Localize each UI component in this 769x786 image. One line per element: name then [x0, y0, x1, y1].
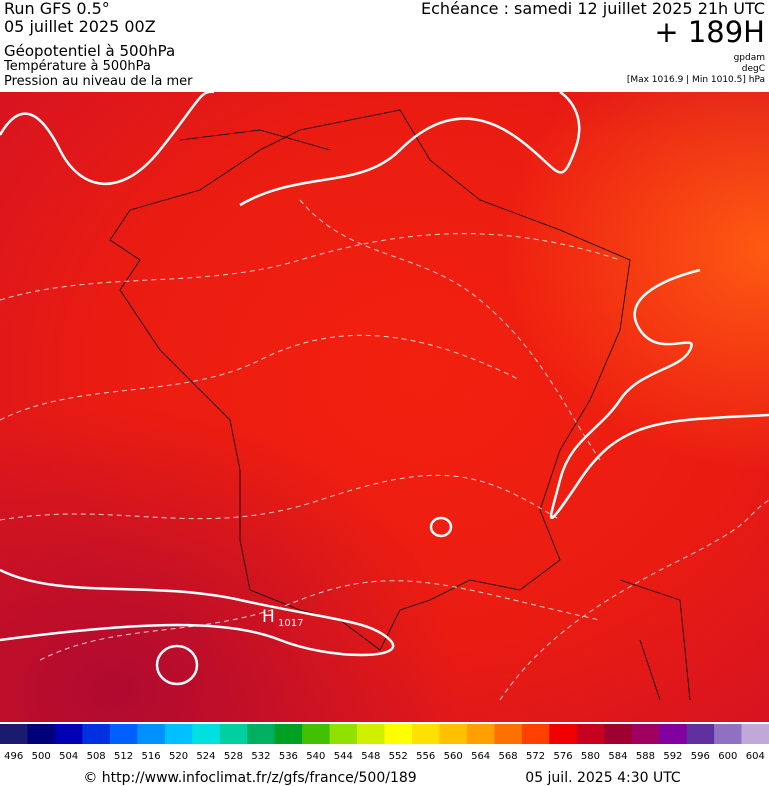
colorbar: 496 500 504 508 512 516 520 524 528 532 536 540 544 5…	[0, 724, 769, 762]
map-title: Géopotentiel à 500hPa	[4, 42, 175, 60]
map-area: H 1017	[0, 90, 769, 722]
legend-swatch	[549, 724, 578, 744]
legend-swatch	[82, 724, 111, 744]
legend-swatch	[521, 724, 550, 744]
legend-label: 604	[746, 751, 765, 762]
high-pressure-value: 1017	[278, 618, 303, 629]
legend-label: 500	[32, 751, 51, 762]
legend-label: 532	[251, 751, 270, 762]
legend-label: 568	[499, 751, 518, 762]
legend-swatch	[659, 724, 688, 744]
issue-time: 05 juil. 2025 4:30 UTC	[525, 770, 681, 786]
forecast-time: Echéance : samedi 12 juillet 2025 21h UT…	[421, 0, 765, 18]
legend-label: 600	[718, 751, 737, 762]
legend-label: 540	[306, 751, 325, 762]
legend-label: 536	[279, 751, 298, 762]
legend-swatch	[631, 724, 660, 744]
legend-swatch	[274, 724, 303, 744]
legend-label: 528	[224, 751, 243, 762]
map-subtitle: Température à 500hPa	[3, 59, 151, 74]
temperature-isolines	[0, 199, 769, 701]
legend-label: 516	[142, 751, 161, 762]
source-url: © http://www.infoclimat.fr/z/gfs/france/…	[83, 770, 416, 786]
map-shade	[0, 92, 769, 722]
legend-label: 544	[334, 751, 353, 762]
pressure-isobars	[0, 90, 769, 686]
legend-label: 548	[361, 751, 380, 762]
legend-label: 560	[444, 751, 463, 762]
legend-swatch	[219, 724, 248, 744]
pressure-range: [Max 1016.9 | Min 1010.5] hPa	[627, 75, 765, 85]
run-date: 05 juillet 2025 00Z	[4, 17, 156, 36]
legend-swatch	[714, 724, 743, 744]
legend-label: 580	[581, 751, 600, 762]
legend-swatch	[192, 724, 221, 744]
legend-label: 504	[59, 751, 78, 762]
legend-label: 592	[663, 751, 682, 762]
legend-swatch	[604, 724, 633, 744]
coastline	[179, 129, 691, 701]
legend-swatch	[329, 724, 358, 744]
legend-label: 508	[87, 751, 106, 762]
unit-label: degC	[742, 64, 765, 74]
legend-swatch	[0, 724, 28, 744]
legend-label: 588	[636, 751, 655, 762]
legend-swatch	[741, 724, 769, 744]
legend-label: 556	[416, 751, 435, 762]
legend-swatch	[302, 724, 331, 744]
map-subtitle: Pression au niveau de la mer	[4, 74, 193, 89]
legend-swatch	[109, 724, 138, 744]
legend-swatch	[384, 724, 413, 744]
legend-label: 552	[389, 751, 408, 762]
legend-swatch	[164, 724, 193, 744]
legend-swatch	[247, 724, 276, 744]
legend-label: 596	[691, 751, 710, 762]
legend-swatch	[137, 724, 166, 744]
legend-label: 564	[471, 751, 490, 762]
legend-label: 584	[608, 751, 627, 762]
legend-swatch	[411, 724, 440, 744]
legend-label: 496	[4, 751, 23, 762]
legend-label: 524	[196, 751, 215, 762]
legend-label: 512	[114, 751, 133, 762]
legend-swatch	[27, 724, 56, 744]
legend-swatch	[686, 724, 715, 744]
legend-swatch	[466, 724, 495, 744]
legend-label: 520	[169, 751, 188, 762]
high-pressure-label: H	[262, 607, 275, 627]
legend-swatch	[576, 724, 605, 744]
legend-swatch	[494, 724, 523, 744]
forecast-hour: + 189H	[654, 15, 765, 49]
legend-swatch	[439, 724, 468, 744]
unit-label: gpdam	[734, 53, 765, 63]
legend-label: 572	[526, 751, 545, 762]
legend-swatch	[357, 724, 385, 744]
legend-label: 576	[553, 751, 572, 762]
legend-swatch	[54, 724, 83, 744]
run-label: Run GFS 0.5°	[4, 0, 110, 18]
coastline	[109, 109, 631, 651]
